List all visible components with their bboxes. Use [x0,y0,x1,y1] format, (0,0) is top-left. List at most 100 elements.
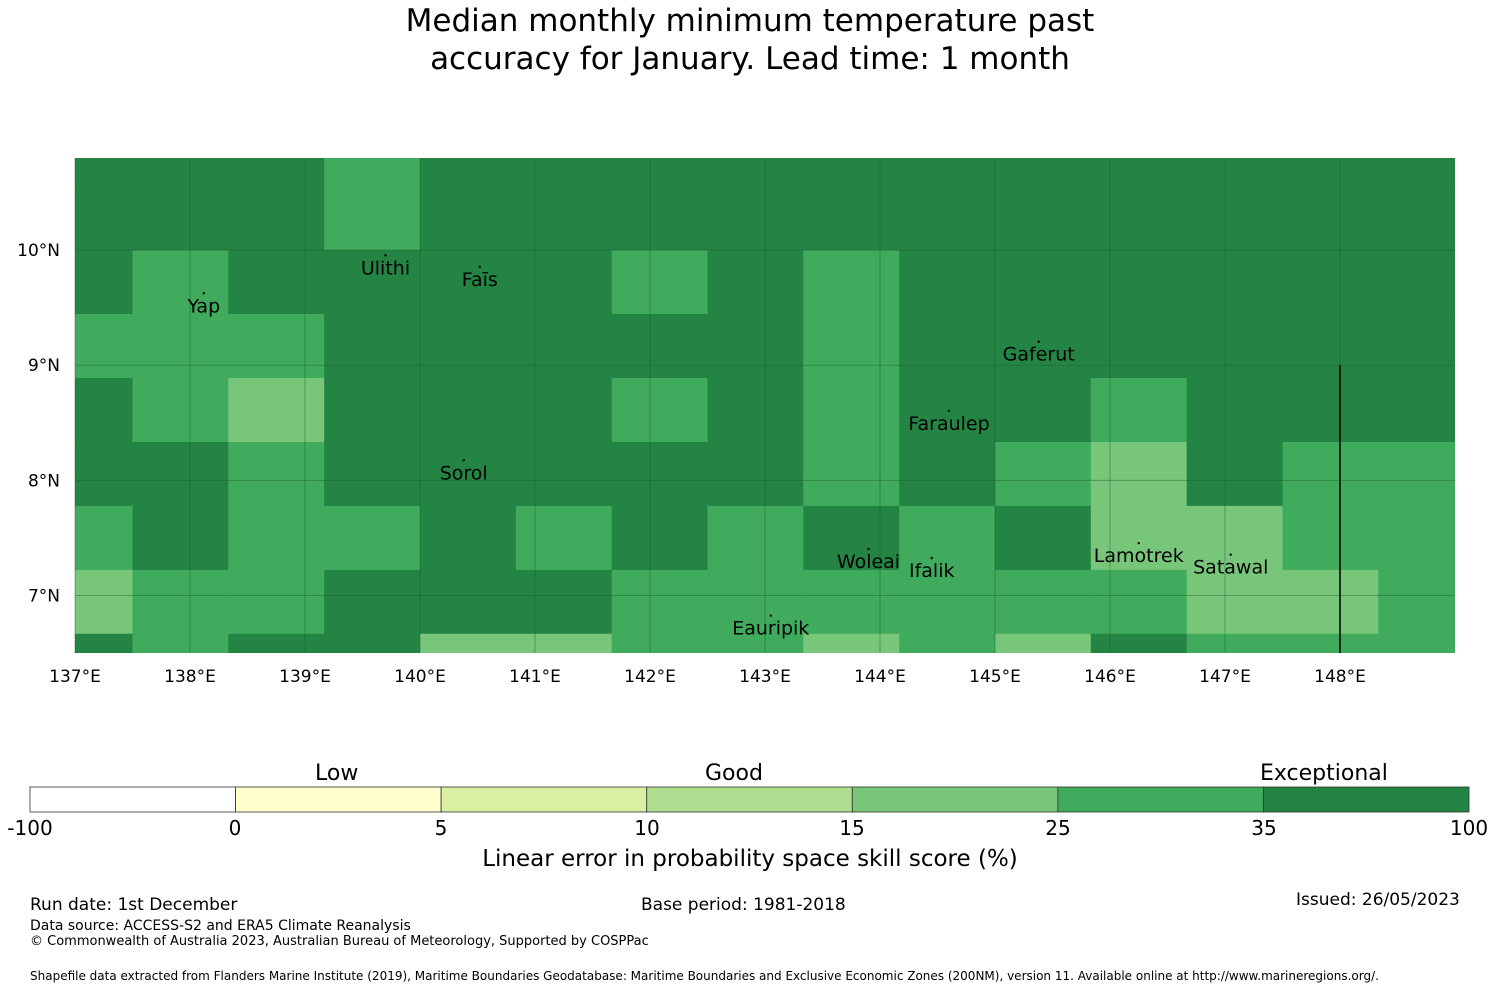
chart-title-line-2: accuracy for January. Lead time: 1 month [430,41,1070,77]
heatmap-cell [515,441,613,507]
place-label: Eauripik [732,618,809,640]
heatmap-cell [899,250,996,315]
heatmap-cell [1282,186,1379,251]
heatmap-cell [1090,633,1188,653]
place-label: Faraulep [908,413,989,435]
place-label: Sorol [440,462,488,484]
heatmap-cell [611,158,708,187]
heatmap-cell [132,313,229,379]
heatmap-cell [1186,377,1283,443]
island-marker [1229,553,1232,556]
place-label: Satawal [1193,557,1268,579]
heatmap-cell [707,505,804,571]
run-date: Run date: 1st December [30,895,238,915]
heatmap-cell [611,569,708,635]
heatmap-cell [132,250,229,315]
heatmap-cell [324,158,421,187]
heatmap-cell [75,158,133,187]
chart-title: Median monthly minimum temperature past … [0,2,1500,78]
heatmap-cell [420,505,517,571]
y-tick-label: 7°N [28,586,60,606]
heatmap-cell [995,377,1092,443]
colorbar-segment [1057,786,1264,813]
colorbar-label-low: Low [315,761,359,786]
heatmap-cell [324,186,421,251]
island-marker [202,292,205,295]
colorbar-title: Linear error in probability space skill … [482,846,1018,872]
heatmap-cell [803,441,900,507]
colorbar-tick: 25 [1045,816,1071,840]
heatmap-cell [75,505,133,571]
heatmap-cell [1090,250,1188,315]
heatmap-cell [803,569,900,635]
heatmap-cell [1282,569,1379,635]
heatmap-cell [1090,313,1188,379]
heatmap-cell [707,186,804,251]
heatmap-cell [1282,377,1379,443]
heatmap-cell [707,313,804,379]
heatmap-cell [803,633,900,653]
heatmap-cell [324,313,421,379]
x-tick-label: 146°E [1084,667,1136,687]
heatmap-cell [1378,250,1455,315]
island-marker [930,556,933,560]
colorbar-label-good: Good [705,761,763,786]
heatmap-cell [75,250,133,315]
heatmap-cell [899,313,996,379]
heatmap-cell [803,505,900,571]
heatmap-cell [1378,633,1455,653]
heatmap-cell [228,186,325,251]
heatmap-cell [1090,441,1188,507]
heatmap-cell [1378,569,1455,635]
heatmap-cell [515,633,613,653]
colorbar [29,786,1470,813]
colorbar-segment [646,786,853,813]
y-tick-label: 10°N [17,241,60,261]
heatmap-cell [707,377,804,443]
colorbar-tick: 10 [634,816,660,840]
heatmap-cell [1186,441,1283,507]
x-tick-label: 137°E [49,667,101,687]
base-period: Base period: 1981-2018 [641,895,846,915]
place-label: Yap [186,295,220,317]
heatmap-cell [75,186,133,251]
heatmap-cell [228,569,325,635]
chart-title-line-1: Median monthly minimum temperature past [405,3,1095,39]
heatmap-cell [611,633,708,653]
heatmap-cell [75,313,133,379]
heatmap-cell [515,569,613,635]
heatmap-cell [611,441,708,507]
heatmap-cell [420,569,517,635]
heatmap-cell [803,377,900,443]
heatmap-cell [324,569,421,635]
heatmap-cell [707,441,804,507]
heatmap-cell [75,633,133,653]
place-label: Faīs [462,269,498,291]
heatmap-cell [1186,250,1283,315]
heatmap-cell [1186,186,1283,251]
heatmap-cell [324,377,421,443]
heatmap-cell [707,250,804,315]
island-marker [1137,541,1140,545]
heatmap-cell [995,186,1092,251]
x-tick-label: 148°E [1314,667,1366,687]
heatmap-cell [899,633,996,653]
x-tick-label: 145°E [969,667,1021,687]
place-label: Ifalik [909,560,955,582]
island-marker [1037,340,1040,343]
place-label: Ulithi [361,257,410,279]
heatmap-cell [611,505,708,571]
heatmap-cell [228,441,325,507]
heatmap-cell [420,186,517,251]
island-marker [947,409,951,412]
heatmap-cell [1378,186,1455,251]
colorbar-segment [1263,786,1470,813]
heatmap-cell [995,569,1092,635]
heatmap-cell [132,186,229,251]
colorbar-segment [851,786,1059,813]
heatmap-cell [707,158,804,187]
heatmap-cell [420,377,517,443]
colorbar-tick: 0 [228,816,242,840]
heatmap-cell [611,377,708,443]
